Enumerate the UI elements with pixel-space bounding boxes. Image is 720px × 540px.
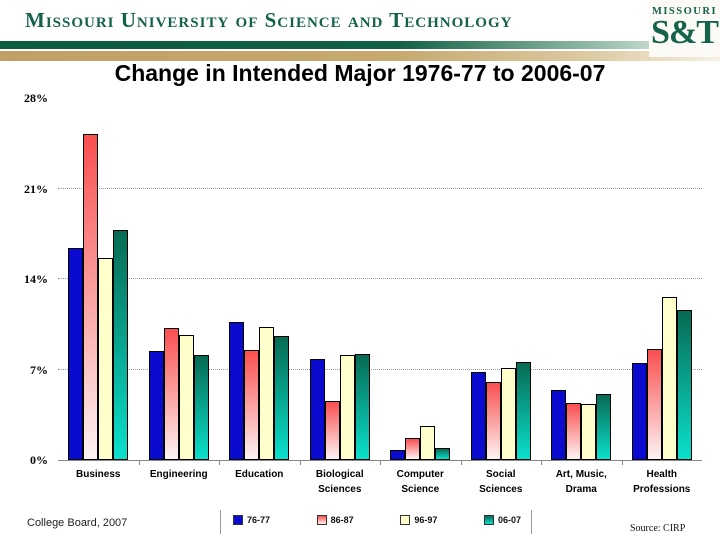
bar-76-77 <box>309 359 325 460</box>
bar-96-97 <box>339 355 355 460</box>
legend-swatch <box>233 515 243 525</box>
bar-76-77 <box>470 372 486 460</box>
bar-06-07 <box>113 229 129 460</box>
bar-96-97 <box>178 334 194 460</box>
y-tick-label: 21% <box>24 181 48 196</box>
plot-area <box>58 98 702 461</box>
legend-label: 96-97 <box>414 515 438 525</box>
legend-swatch <box>316 515 327 525</box>
x-axis-tick <box>541 461 542 465</box>
x-axis-tick <box>621 461 623 465</box>
y-tick-label: 7% <box>30 362 48 377</box>
y-tick-label: 14% <box>24 272 48 286</box>
chart-legend: 76-77 86-87 96-97 06-07 <box>233 515 521 525</box>
bar-group <box>300 354 381 460</box>
legend-swatch <box>400 515 411 525</box>
bar-76-77 <box>631 363 647 460</box>
x-category-label: Art, Music, Drama <box>555 469 607 495</box>
gridline-7% <box>58 368 702 370</box>
bar-76-77 <box>551 390 567 460</box>
legend-item: 76-77 <box>233 515 270 525</box>
y-tick-label: 0% <box>30 453 48 467</box>
bar-06-07 <box>274 335 290 460</box>
bar-76-77 <box>148 351 164 460</box>
x-axis-tick <box>219 461 220 465</box>
legend-item: 96-97 <box>400 515 437 525</box>
bar-06-07 <box>596 394 612 460</box>
gridline-21% <box>58 187 702 189</box>
bar-group <box>58 134 139 460</box>
bar-96-97 <box>500 368 516 460</box>
credit-text: College Board, 2007 <box>27 517 128 529</box>
gridline-14% <box>58 278 702 279</box>
x-category-label: Engineering <box>149 469 208 480</box>
x-category-label: Biological Sciences <box>315 469 364 495</box>
bar-group <box>461 361 542 460</box>
bar-96-97 <box>420 426 436 460</box>
x-category-label: Business <box>76 469 121 480</box>
legend-label: 76-77 <box>247 515 271 525</box>
logo-wordmark: MISSOURI <box>651 6 718 17</box>
bar-group <box>541 390 622 460</box>
bar-06-07 <box>193 355 209 460</box>
legend-label: 86-87 <box>330 515 354 525</box>
x-axis-tick <box>460 461 462 465</box>
x-category-label: Computer Science <box>396 469 444 495</box>
bar-96-97 <box>259 326 275 460</box>
bar-06-07 <box>676 310 692 460</box>
bar-06-07 <box>354 354 370 460</box>
bar-06-07 <box>515 361 531 460</box>
slide-title: Change in Intended Major 1976-77 to 2006… <box>114 60 606 86</box>
bar-96-97 <box>661 297 677 460</box>
x-axis-tick <box>380 461 381 465</box>
bar-group <box>219 321 300 460</box>
legend-label: 06-07 <box>497 515 521 525</box>
bar-76-77 <box>390 449 406 460</box>
legend-item: 06-07 <box>483 515 521 525</box>
university-name: Missouri University of Science and Techn… <box>25 8 513 32</box>
legend-swatch <box>483 515 494 525</box>
x-axis-labels: Business Engineering Education Biological S… <box>58 467 702 497</box>
bar-86-87 <box>405 438 421 460</box>
bar-86-87 <box>244 350 260 460</box>
bar-86-87 <box>324 400 340 460</box>
logo-st-monogram: S&T <box>651 14 719 51</box>
bar-86-87 <box>485 382 501 460</box>
bar-76-77 <box>68 247 84 460</box>
bar-group <box>622 297 703 460</box>
bar-76-77 <box>229 321 245 460</box>
legend-item: 86-87 <box>316 515 354 525</box>
missouri-st-logo: MISSOURI S&T <box>649 0 720 57</box>
bar-96-97 <box>98 258 114 460</box>
source-text: Source: CIRP <box>630 523 686 534</box>
bar-86-87 <box>83 134 99 460</box>
y-axis-labels: 0% 7% 14% 21% 28% <box>0 91 52 467</box>
bar-06-07 <box>435 448 451 460</box>
header-green-bar <box>0 41 720 49</box>
bar-86-87 <box>163 328 179 460</box>
x-category-label: Education <box>235 469 284 480</box>
y-tick-label: 28% <box>24 91 48 105</box>
x-axis-tick <box>299 461 301 465</box>
bar-group <box>139 328 220 460</box>
bar-group <box>380 426 461 460</box>
bar-96-97 <box>581 404 597 460</box>
x-axis-tick <box>138 461 140 465</box>
legend-divider-right <box>531 510 532 534</box>
x-category-label: Health Professions <box>633 469 691 495</box>
legend-divider-left <box>220 510 221 534</box>
bar-86-87 <box>566 403 582 460</box>
x-category-label: Social Sciences <box>479 469 523 495</box>
header-tan-bar <box>0 51 720 61</box>
bar-86-87 <box>646 348 662 460</box>
bar-chart: 0% 7% 14% 21% 28% Business Engineering Educati… <box>0 90 720 510</box>
